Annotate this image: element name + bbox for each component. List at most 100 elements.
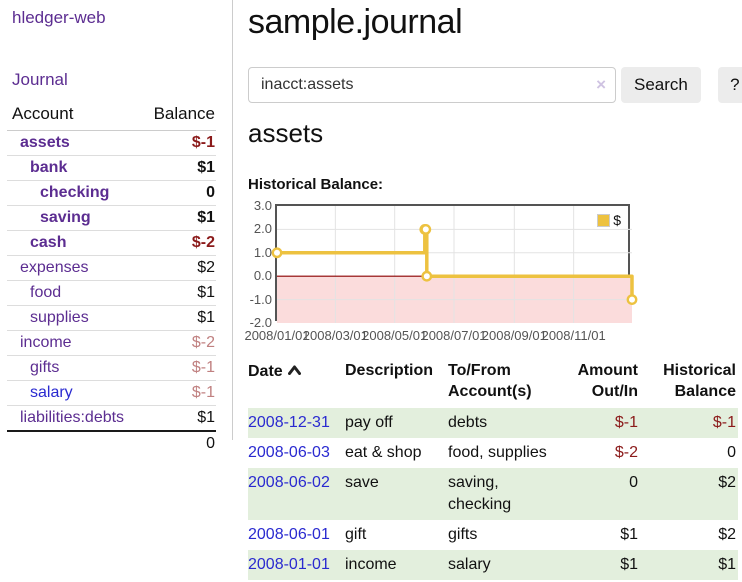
balance-column-header: Historical Balance: [663, 362, 736, 400]
x-tick-label: 2008/01/01: [244, 328, 310, 343]
account-balance: $1: [139, 205, 216, 231]
account-row: expenses $2: [7, 255, 216, 281]
account-title: assets: [248, 118, 324, 148]
account-row: cash $-2: [7, 230, 216, 256]
date-link[interactable]: 2008-12-31: [248, 414, 330, 431]
legend-label: $: [613, 212, 621, 228]
date-link[interactable]: 2008-06-01: [248, 526, 330, 543]
total-balance: 0: [139, 430, 216, 456]
account-balance: $1: [139, 155, 216, 181]
help-button[interactable]: ?: [717, 67, 742, 103]
account-row: checking 0: [7, 180, 216, 206]
accounts-column-header: To/From Account(s): [448, 362, 532, 400]
chart-canvas: [271, 206, 638, 323]
table-row: 2008-06-01 gift gifts $1 $2: [248, 520, 738, 550]
x-tick-label: 2008/03/01: [302, 328, 368, 343]
account-link-supplies[interactable]: supplies: [30, 309, 89, 326]
chart-legend: $: [595, 211, 623, 229]
account-balance: $-2: [139, 330, 216, 356]
account-balance: $-1: [139, 130, 216, 156]
clear-search-icon[interactable]: ×: [596, 75, 606, 94]
y-tick-label: 3.0: [253, 198, 272, 213]
account-balance: $1: [139, 405, 216, 431]
balance-cell: $-1: [640, 408, 738, 438]
journal-link[interactable]: Journal: [12, 70, 68, 89]
account-row: bank $1: [7, 155, 216, 181]
account-row: food $1: [7, 280, 216, 306]
search-button[interactable]: Search: [621, 67, 701, 103]
accounts-cell: food, supplies: [448, 444, 547, 461]
table-row: 2008-06-03 eat & shop food, supplies $-2…: [248, 438, 738, 468]
amount-cell: $-1: [568, 408, 640, 438]
sort-ascending-icon: [287, 360, 301, 381]
account-balance: $-1: [139, 380, 216, 406]
date-link[interactable]: 2008-01-01: [248, 556, 330, 573]
account-balance: $2: [139, 255, 216, 281]
register-table: Date Description To/From Account(s) Amou…: [248, 360, 738, 580]
legend-swatch: [597, 213, 611, 227]
account-balance: 0: [139, 180, 216, 206]
accounts-cell: saving, checking: [448, 468, 568, 520]
table-row: 2008-06-02 save saving, checking 0 $2: [248, 468, 738, 520]
x-tick-label: 2008/05/01: [362, 328, 428, 343]
account-row: salary $-1: [7, 380, 216, 406]
account-link-food[interactable]: food: [30, 284, 62, 301]
accounts-total-row: 0: [7, 430, 216, 456]
account-link-checking[interactable]: checking: [40, 184, 110, 201]
search-form: × Search ?: [248, 67, 742, 103]
account-row: income $-2: [7, 330, 216, 356]
description-cell: income: [345, 550, 448, 580]
account-link-bank[interactable]: bank: [30, 159, 68, 176]
date-column-header[interactable]: Date: [248, 360, 345, 408]
table-row: 2008-01-01 income salary $1 $1: [248, 550, 738, 580]
account-link-income[interactable]: income: [20, 334, 72, 351]
accounts-table: Account Balance assets $-1 bank $1 check…: [7, 102, 216, 456]
y-tick-label: 2.0: [253, 221, 272, 237]
accounts-column-header: Account: [7, 102, 140, 131]
account-balance: $1: [139, 280, 216, 306]
description-column-header: Description: [345, 362, 434, 379]
date-link[interactable]: 2008-06-03: [248, 444, 330, 461]
account-link-expenses[interactable]: expenses: [20, 259, 89, 276]
y-tick-label: -2.0: [249, 315, 272, 330]
page-title: sample.journal: [248, 3, 463, 41]
register-header-row: Date Description To/From Account(s) Amou…: [248, 360, 738, 408]
account-link-salary[interactable]: salary: [30, 384, 73, 401]
account-row: gifts $-1: [7, 355, 216, 381]
description-cell: gift: [345, 526, 367, 543]
accounts-cell: debts: [448, 408, 568, 438]
accounts-cell: gifts: [448, 526, 478, 543]
balance-cell: 0: [727, 444, 736, 461]
amount-cell: $1: [568, 550, 640, 580]
search-input[interactable]: [248, 67, 616, 103]
sidebar: hledger-web Journal Account Balance asse…: [0, 0, 233, 456]
description-cell: save: [345, 468, 448, 520]
chart-plot-area: $: [271, 204, 638, 323]
x-tick-label: 2008/11/01: [541, 328, 606, 343]
account-balance: $-2: [139, 230, 216, 256]
account-link-cash[interactable]: cash: [30, 234, 67, 251]
amount-column-header: Amount Out/In: [577, 362, 638, 400]
chart-y-axis: 3.0 2.0 1.0 0.0 -1.0 -2.0: [248, 198, 272, 330]
account-link-gifts[interactable]: gifts: [30, 359, 60, 376]
description-cell: pay off: [345, 408, 448, 438]
account-balance: $1: [139, 305, 216, 331]
account-link-liabilities-debts[interactable]: liabilities:debts: [20, 409, 125, 426]
account-row: supplies $1: [7, 305, 216, 331]
brand-link[interactable]: hledger-web: [12, 8, 106, 27]
account-balance: $-1: [139, 355, 216, 381]
amount-cell: $1: [620, 526, 638, 543]
account-row: assets $-1: [7, 130, 216, 156]
amount-cell: 0: [568, 468, 640, 520]
account-link-saving[interactable]: saving: [40, 209, 91, 226]
account-link-assets[interactable]: assets: [20, 134, 70, 151]
x-tick-label: 2008/09/01: [481, 328, 547, 343]
y-tick-label: 1.0: [253, 244, 272, 260]
balance-cell: $1: [640, 550, 738, 580]
date-link[interactable]: 2008-06-02: [248, 474, 330, 491]
table-row: 2008-12-31 pay off debts $-1 $-1: [248, 408, 738, 438]
balance-chart: 3.0 2.0 1.0 0.0 -1.0 -2.0 $ 2008/01/01 2008/03…: [244, 198, 742, 349]
y-tick-label: -1.0: [249, 291, 272, 307]
y-tick-label: 0.0: [253, 268, 272, 284]
amount-cell: $-2: [614, 444, 638, 461]
